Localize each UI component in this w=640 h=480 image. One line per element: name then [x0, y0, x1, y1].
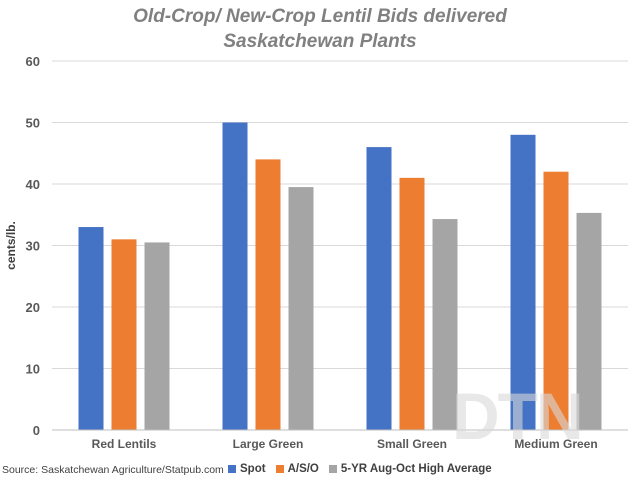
legend-item-spot: Spot: [228, 463, 266, 475]
dtn-watermark-logo: DTN: [452, 379, 584, 453]
bar-a-s-o-large-green: [255, 159, 281, 430]
y-tick-label: 60: [26, 54, 40, 69]
bar-spot-medium-green: [510, 134, 536, 431]
bar-spot-large-green: [222, 122, 248, 430]
bar-a-s-o-red-lentils: [111, 239, 137, 430]
bar-spot-red-lentils: [78, 227, 104, 430]
legend-label-aso: A/S/O: [287, 463, 319, 475]
bar-5-yr-aug-oct-high-average-red-lentils: [144, 242, 170, 430]
x-tick-label: Red Lentils: [92, 437, 157, 451]
bar-chart: 0 10 20 30 40 50 60 cents/lb. Red Lentils Large G…: [4, 54, 628, 451]
y-tick-label: 10: [26, 362, 40, 377]
legend-item-aso: A/S/O: [275, 463, 319, 475]
chart-title-line-1: Old-Crop/ New-Crop Lentil Bids delivered: [133, 6, 507, 27]
y-tick-label: 0: [33, 423, 40, 438]
legend-swatch-5yr-average: [328, 465, 337, 473]
chart-footer: Source: Saskatchewan Agriculture/Statpub…: [2, 462, 638, 478]
x-tick-label: Medium Green: [514, 437, 597, 451]
x-tick-label: Large Green: [233, 437, 304, 451]
bar-5-yr-aug-oct-high-average-large-green: [288, 187, 314, 430]
bar-a-s-o-medium-green: [543, 171, 569, 430]
legend-swatch-aso: [275, 465, 284, 473]
bar-a-s-o-small-green: [399, 177, 425, 430]
x-tick-label: Small Green: [377, 437, 447, 451]
y-tick-label: 20: [26, 300, 40, 315]
legend-label-spot: Spot: [240, 463, 266, 475]
y-tick-label: 50: [26, 116, 40, 131]
chart-title-line-2: Saskatchewan Plants: [223, 31, 417, 52]
legend-swatch-spot: [228, 465, 236, 473]
y-tick-label: 30: [26, 239, 40, 254]
legend-label-5yr-average: 5-YR Aug-Oct High Average: [340, 463, 492, 475]
legend-item-5yr-average: 5-YR Aug-Oct High Average: [328, 463, 492, 475]
bar-5-yr-aug-oct-high-average-medium-green: [576, 212, 602, 430]
bar-spot-small-green: [366, 147, 392, 430]
legend: Spot A/S/O 5-YR Aug-Oct High Average: [228, 463, 502, 475]
y-axis-label: cents/lb.: [4, 221, 18, 270]
source-note: Source: Saskatchewan Agriculture/Statpub…: [2, 464, 224, 476]
bar-5-yr-aug-oct-high-average-small-green: [432, 219, 458, 430]
chart-title: Old-Crop/ New-Crop Lentil Bids delivered…: [0, 4, 640, 54]
y-tick-label: 40: [26, 177, 40, 192]
